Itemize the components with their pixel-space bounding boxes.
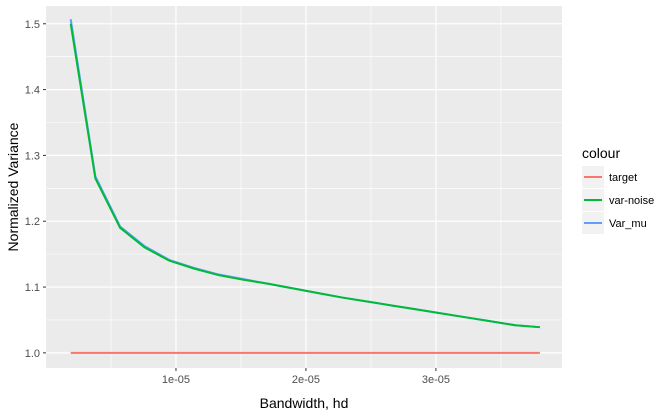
- x-axis: 1e-05 2e-05 3e-05: [162, 368, 450, 386]
- series-layer: [69, 19, 540, 354]
- series-line-var-noise: [69, 23, 540, 329]
- y-tick-label: 1.5: [25, 19, 40, 31]
- grid-minor: [46, 6, 562, 368]
- y-tick-label: 1.0: [25, 348, 40, 360]
- y-axis: 1.0 1.1 1.2 1.3 1.4 1.5: [25, 19, 46, 360]
- y-tick-label: 1.2: [25, 216, 40, 228]
- x-tick-label: 1e-05: [162, 374, 190, 386]
- legend: colour target var-noise Var_mu: [582, 145, 654, 234]
- y-tick-label: 1.4: [25, 85, 40, 97]
- legend-keys: target var-noise Var_mu: [582, 166, 654, 234]
- x-tick-label: 2e-05: [292, 374, 320, 386]
- y-axis-title: Normalized Variance: [5, 122, 21, 251]
- legend-label: target: [609, 172, 637, 184]
- legend-title: colour: [582, 145, 620, 161]
- x-tick-label: 3e-05: [422, 374, 450, 386]
- y-tick-label: 1.1: [25, 282, 40, 294]
- plot-panel: [46, 6, 562, 368]
- y-tick-label: 1.3: [25, 150, 40, 162]
- legend-label: var-noise: [609, 195, 654, 207]
- legend-label: Var_mu: [609, 218, 647, 230]
- x-axis-title: Bandwidth, hd: [260, 395, 349, 411]
